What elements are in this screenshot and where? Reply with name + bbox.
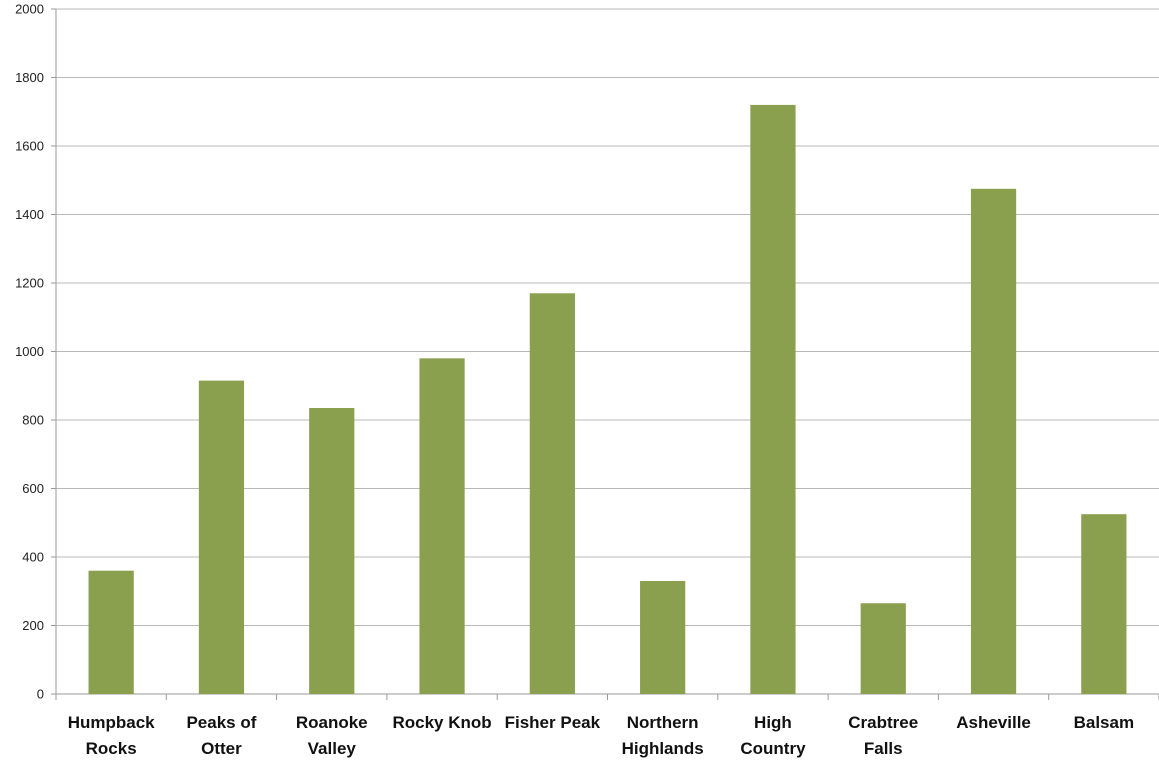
y-tick-label: 1800 — [15, 70, 44, 85]
y-tick-label: 200 — [22, 618, 44, 633]
bar — [309, 408, 355, 694]
x-tick-label: Asheville — [956, 713, 1031, 732]
x-tick-label: Humpback — [68, 713, 155, 732]
x-tick-label: Falls — [864, 739, 903, 758]
x-tick-label: Northern — [627, 713, 699, 732]
bar — [640, 580, 686, 694]
y-tick-label: 400 — [22, 550, 44, 565]
bar — [970, 188, 1017, 694]
bar — [529, 293, 575, 694]
y-tick-label: 600 — [22, 481, 44, 496]
bar — [1081, 514, 1127, 694]
x-tick-label: Crabtree — [848, 713, 918, 732]
x-tick-label: Otter — [201, 739, 242, 758]
bar — [198, 380, 245, 694]
x-tick-label: Valley — [308, 739, 357, 758]
x-tick-label: Fisher Peak — [505, 713, 601, 732]
x-tick-label: Peaks of — [186, 713, 256, 732]
x-tick-label: High — [754, 713, 792, 732]
x-tick-label: Country — [740, 739, 806, 758]
x-tick-label: Balsam — [1074, 713, 1134, 732]
bar — [419, 358, 465, 694]
x-tick-label: Highlands — [622, 739, 704, 758]
y-tick-label: 1600 — [15, 139, 44, 154]
y-tick-label: 1000 — [15, 344, 44, 359]
y-tick-label: 800 — [22, 413, 44, 428]
bar — [860, 603, 906, 694]
bar — [750, 104, 796, 694]
y-tick-label: 1200 — [15, 276, 44, 291]
y-tick-label: 2000 — [15, 2, 44, 17]
bar — [88, 570, 134, 694]
x-tick-label: Roanoke — [296, 713, 368, 732]
x-tick-label: Rocky Knob — [392, 713, 491, 732]
y-tick-label: 1400 — [15, 207, 44, 222]
x-tick-label: Rocks — [86, 739, 137, 758]
y-tick-label: 0 — [37, 687, 44, 702]
